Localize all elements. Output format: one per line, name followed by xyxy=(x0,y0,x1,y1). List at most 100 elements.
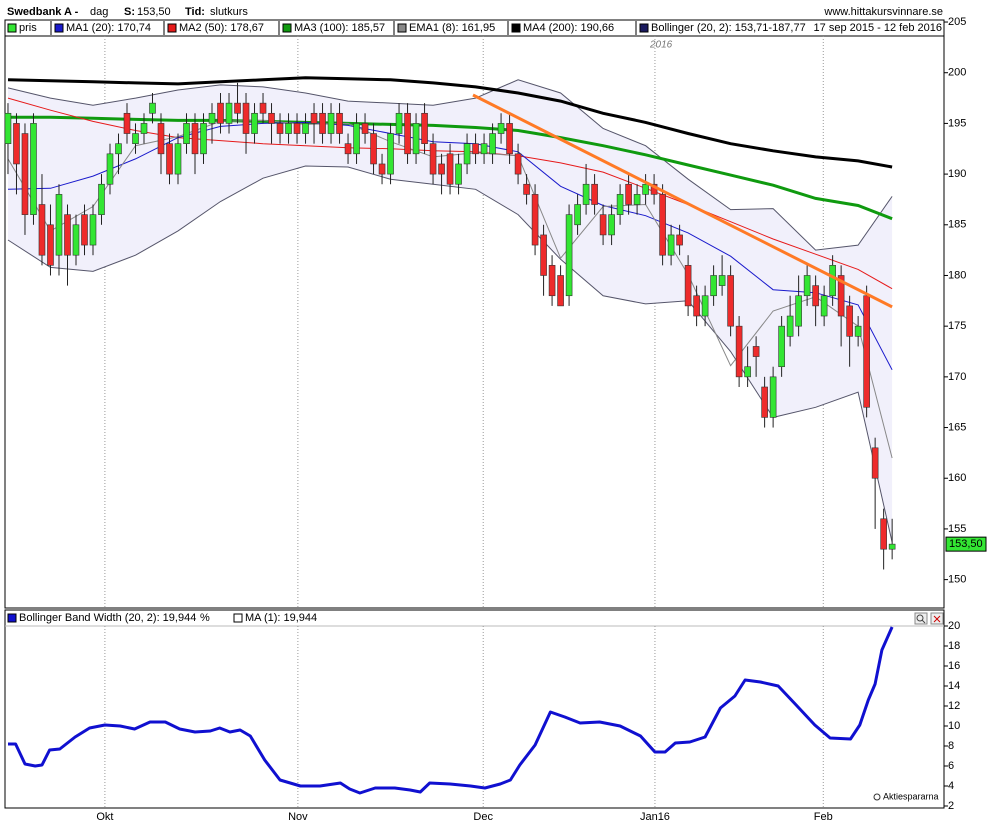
candle-body xyxy=(285,123,292,134)
candle-body xyxy=(132,133,139,144)
candle-body xyxy=(208,112,216,124)
y-tick-label: 6 xyxy=(948,760,954,772)
candle-body xyxy=(863,295,870,408)
candle-body xyxy=(710,275,717,297)
candle-body xyxy=(242,102,250,134)
width-panel xyxy=(4,609,945,809)
y-tick-label: 14 xyxy=(948,680,960,692)
candle-body xyxy=(387,133,394,175)
candle-body xyxy=(548,265,556,297)
candle-body xyxy=(81,214,88,246)
footer-icon xyxy=(873,793,881,801)
candle-body xyxy=(676,234,683,246)
y-tick-label: 8 xyxy=(948,740,954,752)
candle-body xyxy=(98,183,105,215)
candle-body xyxy=(582,183,590,205)
candle-body xyxy=(523,183,530,195)
legend-label: EMA1 (8): 161,95 xyxy=(409,22,495,34)
legend-label: pris xyxy=(19,22,37,34)
candle-body xyxy=(370,133,377,165)
bollinger-lower xyxy=(7,165,893,543)
candle-body xyxy=(106,153,114,185)
period: dag xyxy=(90,6,108,18)
candle-body xyxy=(489,133,496,155)
candle-body xyxy=(718,275,726,286)
legend-label: MA2 (50): 178,67 xyxy=(179,22,264,34)
width-line xyxy=(8,626,894,795)
close-button[interactable] xyxy=(930,612,944,625)
legend-swatch xyxy=(639,23,649,33)
y-tick-label: 16 xyxy=(948,660,960,672)
candle-body xyxy=(293,123,301,134)
candle-body xyxy=(752,346,760,357)
source: www.hittakursvinnare.se xyxy=(823,6,943,18)
y-tick-label: 160 xyxy=(948,472,966,484)
candle-body xyxy=(149,102,156,114)
trendline xyxy=(472,93,893,309)
candle-body xyxy=(183,123,190,144)
candle-body xyxy=(191,123,199,155)
y-tick-label: 10 xyxy=(948,720,960,732)
ma-line xyxy=(8,115,893,221)
candle-body xyxy=(744,366,751,378)
candle-body xyxy=(506,123,513,155)
legend-label: Bollinger (20, 2): 153,71-187,77 xyxy=(651,22,806,34)
candle-body xyxy=(735,325,743,378)
date-range-bg xyxy=(797,21,943,35)
legend-swatch xyxy=(54,23,64,33)
legend-swatch xyxy=(7,23,17,33)
candle-body xyxy=(21,133,29,215)
price-label: S: xyxy=(124,6,135,18)
candle-body xyxy=(140,123,148,134)
legend-label: Bollinger Band Width (20, 2): 19,944 xyxy=(19,612,196,624)
y-tick-label: 170 xyxy=(948,371,966,383)
price: 153,50 xyxy=(137,6,171,18)
x-tick-label: Dec xyxy=(473,811,493,823)
candle-body xyxy=(123,112,131,134)
ma-line xyxy=(7,121,893,371)
candle-body xyxy=(625,183,632,205)
last-price-box xyxy=(945,536,987,552)
legend-swatch xyxy=(511,23,521,33)
y-tick-label: 2 xyxy=(948,800,954,812)
x-tick-label: Feb xyxy=(814,811,833,823)
date-range: 17 sep 2015 - 12 feb 2016 xyxy=(814,22,942,34)
candle-body xyxy=(684,265,692,307)
candle-body xyxy=(30,123,37,215)
candle-body xyxy=(115,143,122,155)
candle-body xyxy=(4,112,12,144)
candle-body xyxy=(89,214,97,246)
candle-body xyxy=(421,112,428,144)
candle-body xyxy=(812,285,819,307)
candle-body xyxy=(157,123,165,155)
y-tick-label: 175 xyxy=(948,320,966,332)
legend-label: MA4 (200): 190,66 xyxy=(523,22,614,34)
candle-body xyxy=(846,305,853,337)
candle-body xyxy=(693,295,700,317)
candle-body xyxy=(38,204,46,256)
candle-body xyxy=(378,163,386,175)
y-tick-label: 195 xyxy=(948,117,966,129)
unit: % xyxy=(200,612,210,624)
zoom-button[interactable] xyxy=(914,612,928,625)
legend-swatch xyxy=(397,23,407,33)
y-tick-label: 200 xyxy=(948,67,966,79)
y-tick-label: 12 xyxy=(948,700,960,712)
candle-body xyxy=(472,143,479,155)
legend-swatch xyxy=(282,23,292,33)
y-tick-label: 190 xyxy=(948,168,966,180)
candle-body xyxy=(217,102,224,124)
candle-body xyxy=(13,123,20,165)
candle-body xyxy=(786,315,794,337)
x-tick-label: Nov xyxy=(288,811,308,823)
candle-body xyxy=(795,295,802,327)
candle-body xyxy=(880,518,887,550)
candle-body xyxy=(174,143,182,175)
bollinger-upper xyxy=(7,79,893,251)
candle-body xyxy=(438,163,445,175)
candle-body xyxy=(310,112,318,124)
candle-body xyxy=(871,447,879,479)
candle-body xyxy=(837,275,845,317)
candle-body xyxy=(761,386,768,418)
